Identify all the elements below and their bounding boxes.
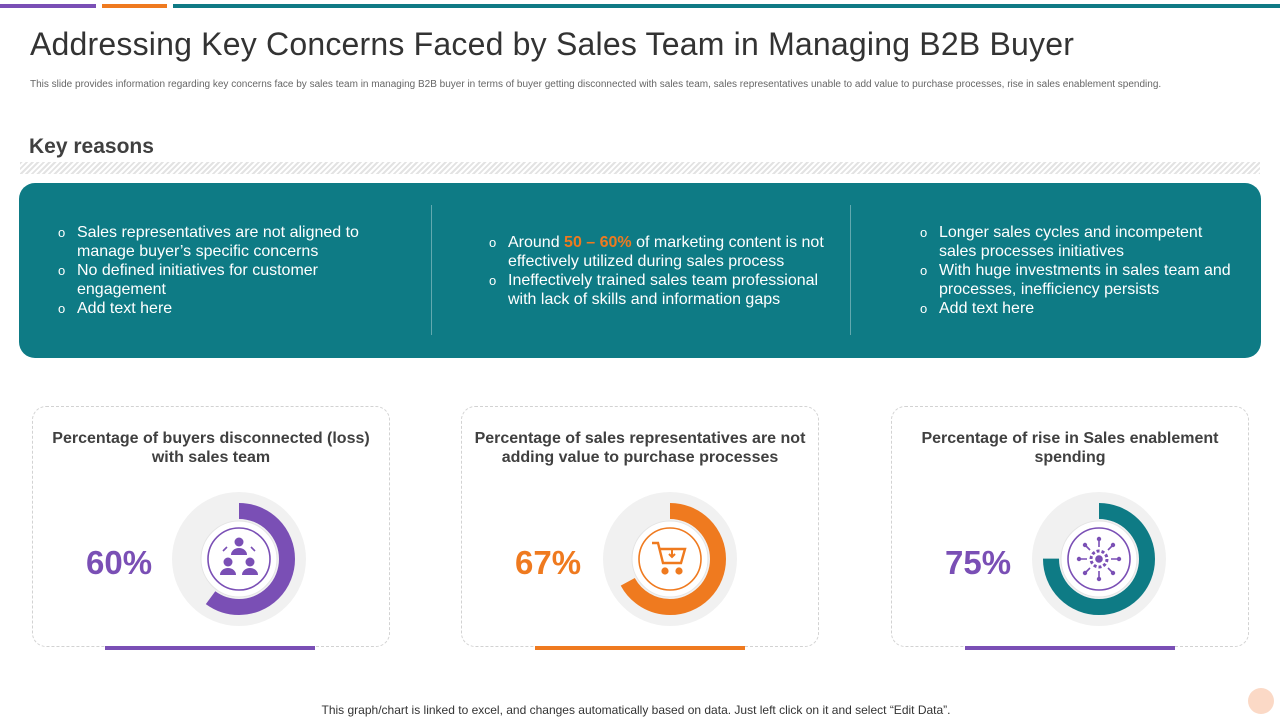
card-underline <box>535 646 745 650</box>
donut-chart <box>172 492 306 626</box>
donut-value-arc <box>1043 503 1155 615</box>
top-accent-bar-orange <box>102 4 167 8</box>
percent-label: 67% <box>515 544 582 581</box>
card-title: Percentage of buyers disconnected (loss)… <box>52 430 370 466</box>
gear-network-icon <box>1067 527 1131 591</box>
stat-card-sales-enablement: Percentage of rise in Sales enablement s… <box>891 406 1249 650</box>
card-underline <box>105 646 315 650</box>
card-underline <box>965 646 1175 650</box>
reason-item: Longer sales cycles and incompetent sale… <box>920 223 1240 261</box>
shopping-cart-icon <box>638 527 702 591</box>
top-accent-bar-teal <box>173 4 1280 8</box>
card-title: Percentage of sales representatives are … <box>474 430 806 466</box>
reason-item: No defined initiatives for customer enga… <box>58 261 388 299</box>
page-title: Addressing Key Concerns Faced by Sales T… <box>30 26 1075 62</box>
reason-item: With huge investments in sales team and … <box>920 261 1240 299</box>
reasons-column-2: Around 50 – 60% of marketing content is … <box>489 233 834 309</box>
donut-chart <box>1032 492 1166 626</box>
reasons-column-3: Longer sales cycles and incompetent sale… <box>920 223 1240 318</box>
people-network-icon <box>207 527 271 591</box>
highlight-percentage: 50 – 60% <box>564 234 632 251</box>
section-title: Key reasons <box>29 135 154 158</box>
donut-center <box>200 520 278 598</box>
reason-item: Around 50 – 60% of marketing content is … <box>489 233 834 271</box>
top-accent-bar-purple <box>0 4 96 8</box>
stat-card-buyers-disconnected: Percentage of buyers disconnected (loss)… <box>32 406 390 650</box>
page-subtitle: This slide provides information regardin… <box>30 79 1162 90</box>
stat-card-sales-reps: Percentage of sales representatives are … <box>461 406 819 650</box>
donut-chart <box>603 492 737 626</box>
panel-divider <box>431 205 432 335</box>
reason-text: of marketing content is not effectively … <box>508 234 824 270</box>
percent-label: 60% <box>86 544 153 581</box>
percent-label: 75% <box>945 544 1012 581</box>
corner-decoration <box>1248 688 1274 714</box>
panel-divider <box>850 205 851 335</box>
reason-item: Add text here <box>58 299 388 318</box>
card-title: Percentage of rise in Sales enablement s… <box>921 430 1219 466</box>
reason-item: Ineffectively trained sales team profess… <box>489 271 834 309</box>
donut-center <box>631 520 709 598</box>
reason-item: Sales representatives are not aligned to… <box>58 223 388 261</box>
reason-text: Around <box>508 234 565 251</box>
footer-note: This graph/chart is linked to excel, and… <box>321 703 951 717</box>
reason-item: Add text here <box>920 299 1240 318</box>
reasons-column-1: Sales representatives are not aligned to… <box>58 223 388 318</box>
donut-value-arc <box>614 503 726 615</box>
donut-value-arc <box>183 503 295 615</box>
hatched-divider <box>20 162 1260 174</box>
